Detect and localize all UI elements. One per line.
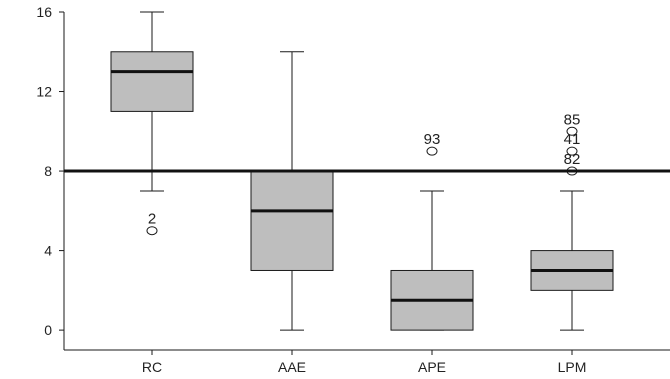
y-tick-label: 0: [44, 322, 52, 338]
outlier-point: [566, 146, 578, 156]
x-tick-label: APE: [418, 359, 446, 375]
x-tick-label: RC: [142, 359, 162, 375]
x-axis-ticks: RC AAE APE LPM: [142, 350, 587, 375]
outlier-label: 41: [564, 131, 581, 148]
y-tick-label: 16: [36, 4, 52, 20]
x-tick-label: LPM: [558, 359, 587, 375]
outlier-point: [566, 126, 578, 136]
outlier-label: 2: [148, 211, 156, 228]
iqr-box: [110, 51, 194, 112]
iqr-box: [250, 170, 334, 271]
outlier-label: 85: [564, 111, 581, 128]
outlier-label: 93: [424, 131, 441, 148]
outlier-point: [146, 226, 158, 236]
box-ape: 93: [390, 131, 474, 331]
box-aae: [250, 51, 334, 331]
y-tick-label: 4: [44, 243, 52, 259]
outlier-label: 82: [564, 151, 581, 168]
box-lpm: 82 41 85: [530, 111, 614, 331]
box-rc: 2: [110, 11, 194, 236]
y-tick-label: 12: [36, 84, 52, 100]
outlier-point: [426, 146, 438, 156]
boxes-layer: 2 93 82 41 85: [110, 11, 614, 331]
y-axis-ticks: 0 4 8 12 16: [36, 4, 64, 338]
axes: [63, 12, 670, 351]
y-tick-label: 8: [44, 163, 52, 179]
x-tick-label: AAE: [278, 359, 306, 375]
